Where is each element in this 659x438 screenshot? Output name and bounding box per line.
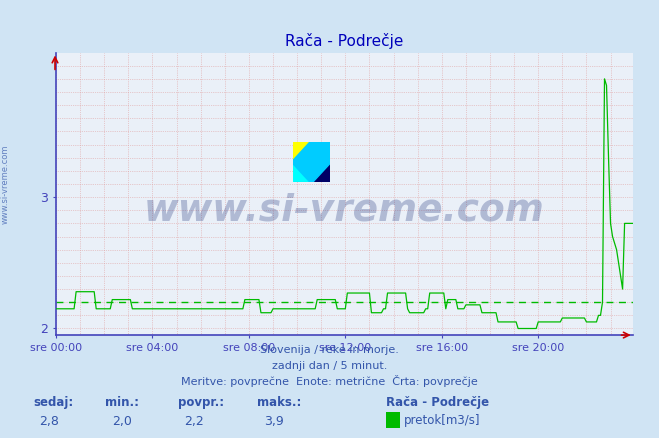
Text: www.si-vreme.com: www.si-vreme.com — [1, 144, 10, 224]
Text: Slovenija / reke in morje.: Slovenija / reke in morje. — [260, 345, 399, 355]
Text: Meritve: povprečne  Enote: metrične  Črta: povprečje: Meritve: povprečne Enote: metrične Črta:… — [181, 375, 478, 387]
Polygon shape — [293, 142, 330, 182]
Polygon shape — [293, 142, 330, 182]
Text: zadnji dan / 5 minut.: zadnji dan / 5 minut. — [272, 361, 387, 371]
Text: 2,2: 2,2 — [185, 415, 204, 428]
Text: pretok[m3/s]: pretok[m3/s] — [404, 413, 480, 427]
Text: 3,9: 3,9 — [264, 415, 283, 428]
Text: maks.:: maks.: — [257, 396, 301, 410]
Text: 2,8: 2,8 — [40, 415, 59, 428]
Polygon shape — [293, 142, 330, 182]
Text: 2,0: 2,0 — [112, 415, 132, 428]
Text: povpr.:: povpr.: — [178, 396, 224, 410]
Text: sedaj:: sedaj: — [33, 396, 73, 410]
Text: www.si-vreme.com: www.si-vreme.com — [144, 193, 545, 229]
Text: min.:: min.: — [105, 396, 140, 410]
Text: Rača - Podrečje: Rača - Podrečje — [386, 396, 488, 410]
Polygon shape — [293, 160, 313, 182]
Title: Rača - Podrečje: Rača - Podrečje — [285, 32, 403, 49]
